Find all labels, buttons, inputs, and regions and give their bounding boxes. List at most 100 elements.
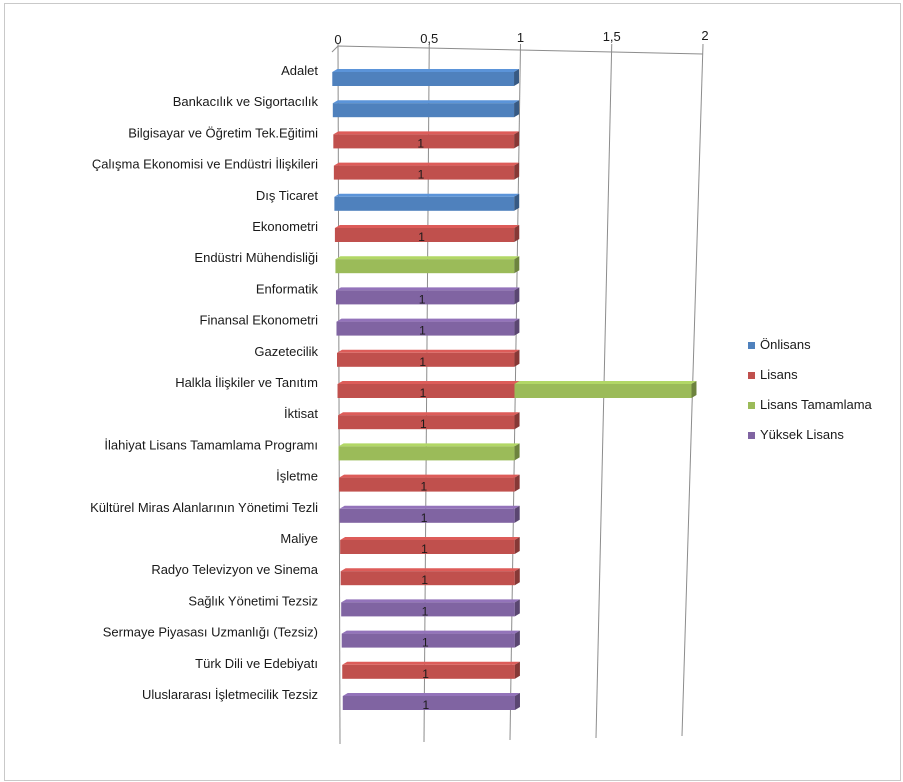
bar-side-face bbox=[514, 349, 520, 367]
bar-front-face bbox=[338, 415, 515, 430]
bar bbox=[333, 162, 520, 180]
bar-top-face bbox=[333, 131, 520, 135]
bar-top-face bbox=[332, 100, 520, 104]
data-label: 1 bbox=[421, 542, 428, 556]
legend-swatch bbox=[748, 372, 755, 379]
bar-side-face bbox=[514, 474, 520, 492]
category-label: Bankacılık ve Sigortacılık bbox=[173, 94, 319, 109]
bar-front-face bbox=[340, 540, 515, 554]
chart-frame: 0 0,5 1 1,5 2 Adalet Bankacılık ve Sigortacılı… bbox=[4, 3, 901, 781]
bar-side-face bbox=[514, 412, 520, 430]
bar-top-face bbox=[332, 69, 520, 72]
bar-side-face bbox=[514, 225, 520, 242]
bar-top-face bbox=[340, 537, 520, 540]
bar-front-face bbox=[342, 696, 515, 710]
category-label: Gazetecilik bbox=[254, 344, 318, 359]
bar-front-face bbox=[339, 508, 515, 523]
labels-layer: 0 0,5 1 1,5 2 Adalet Bankacılık ve Sigortacılı… bbox=[90, 28, 708, 712]
data-label: 1 bbox=[419, 324, 426, 338]
bar bbox=[340, 568, 520, 586]
x-tick-label: 2 bbox=[701, 28, 708, 43]
category-label: Çalışma Ekonomisi ve Endüstri İlişkileri bbox=[92, 157, 318, 172]
bar bbox=[334, 225, 520, 242]
bar-side-face bbox=[514, 318, 520, 336]
bar-side-face bbox=[514, 630, 520, 648]
bar bbox=[336, 349, 520, 367]
category-label: Ekonometri bbox=[252, 219, 318, 234]
bar-top-face bbox=[336, 349, 520, 353]
bar-top-face bbox=[335, 287, 520, 291]
bar-top-face bbox=[339, 505, 520, 509]
category-label: Enformatik bbox=[256, 281, 319, 296]
data-label: 1 bbox=[417, 136, 424, 150]
bar-front-face bbox=[336, 321, 515, 336]
axis-top-edge bbox=[331, 45, 704, 55]
bar bbox=[342, 693, 520, 710]
category-label: Finansal Ekonometri bbox=[200, 313, 319, 328]
bar bbox=[337, 381, 520, 398]
category-label: İktisat bbox=[284, 406, 318, 421]
category-label: Sağlık Yönetimi Tezsiz bbox=[188, 593, 318, 608]
category-label: Endüstri Mühendisliği bbox=[194, 250, 318, 265]
bar-front-face bbox=[334, 228, 515, 242]
data-label: 1 bbox=[419, 355, 426, 369]
data-label: 1 bbox=[423, 698, 430, 712]
category-label: Dış Ticaret bbox=[256, 188, 319, 203]
legend-swatch bbox=[748, 342, 755, 349]
bar-front-face bbox=[332, 72, 515, 86]
data-label: 1 bbox=[421, 511, 428, 525]
bar-front-face bbox=[337, 384, 515, 398]
data-label: 1 bbox=[418, 168, 425, 182]
bar-front-face bbox=[332, 103, 515, 118]
bar-top-face bbox=[335, 256, 520, 260]
x-tick-label: 1 bbox=[517, 30, 524, 45]
legend-label: Lisans Tamamlama bbox=[760, 397, 873, 412]
category-label: Sermaye Piyasası Uzmanlığı (Tezsiz) bbox=[103, 625, 318, 640]
bar-side-face bbox=[514, 162, 520, 180]
bar-front-face bbox=[334, 196, 515, 211]
bar bbox=[514, 381, 697, 398]
legend-swatch bbox=[748, 432, 755, 439]
bar-front-face bbox=[333, 165, 515, 180]
bar-side-face bbox=[514, 568, 520, 586]
bar-front-face bbox=[341, 602, 515, 617]
bar-front-face bbox=[342, 664, 515, 679]
bar-front-face bbox=[335, 259, 515, 274]
data-label: 1 bbox=[419, 292, 426, 306]
data-label: 1 bbox=[420, 417, 427, 431]
bar bbox=[335, 287, 520, 305]
data-label: 1 bbox=[421, 480, 428, 494]
legend-label: Lisans bbox=[760, 367, 798, 382]
bar-side-face bbox=[514, 100, 520, 118]
bar-top-face bbox=[333, 162, 520, 166]
bar bbox=[339, 505, 520, 523]
bar-front-face bbox=[340, 571, 515, 586]
bar-side-face bbox=[691, 381, 697, 398]
bar bbox=[335, 256, 520, 274]
bar bbox=[340, 537, 520, 554]
category-label: Türk Dili ve Edebiyatı bbox=[195, 656, 318, 671]
data-label: 1 bbox=[422, 604, 429, 618]
bar-front-face bbox=[339, 477, 515, 492]
x-tick-label: 0 bbox=[334, 32, 341, 47]
data-label: 1 bbox=[418, 230, 425, 244]
bar-front-face bbox=[341, 633, 515, 648]
legend-swatch bbox=[748, 402, 755, 409]
bar bbox=[332, 69, 520, 86]
category-label: Kültürel Miras Alanlarının Yönetimi Tezl… bbox=[90, 500, 318, 515]
bar-side-face bbox=[514, 193, 520, 211]
bar-side-face bbox=[514, 287, 520, 305]
bar-top-face bbox=[340, 568, 520, 572]
bar-side-face bbox=[514, 131, 520, 149]
bar bbox=[333, 131, 520, 149]
bar-top-face bbox=[334, 225, 520, 228]
bar bbox=[339, 474, 520, 492]
bar bbox=[342, 661, 520, 679]
x-tick-label: 0,5 bbox=[420, 31, 438, 46]
bar-top-face bbox=[514, 381, 697, 384]
category-label: Radyo Televizyon ve Sinema bbox=[151, 562, 318, 577]
bar-side-face bbox=[514, 505, 520, 523]
bar-side-face bbox=[514, 661, 520, 679]
bar-front-face bbox=[336, 352, 515, 367]
bar-top-face bbox=[341, 599, 520, 603]
